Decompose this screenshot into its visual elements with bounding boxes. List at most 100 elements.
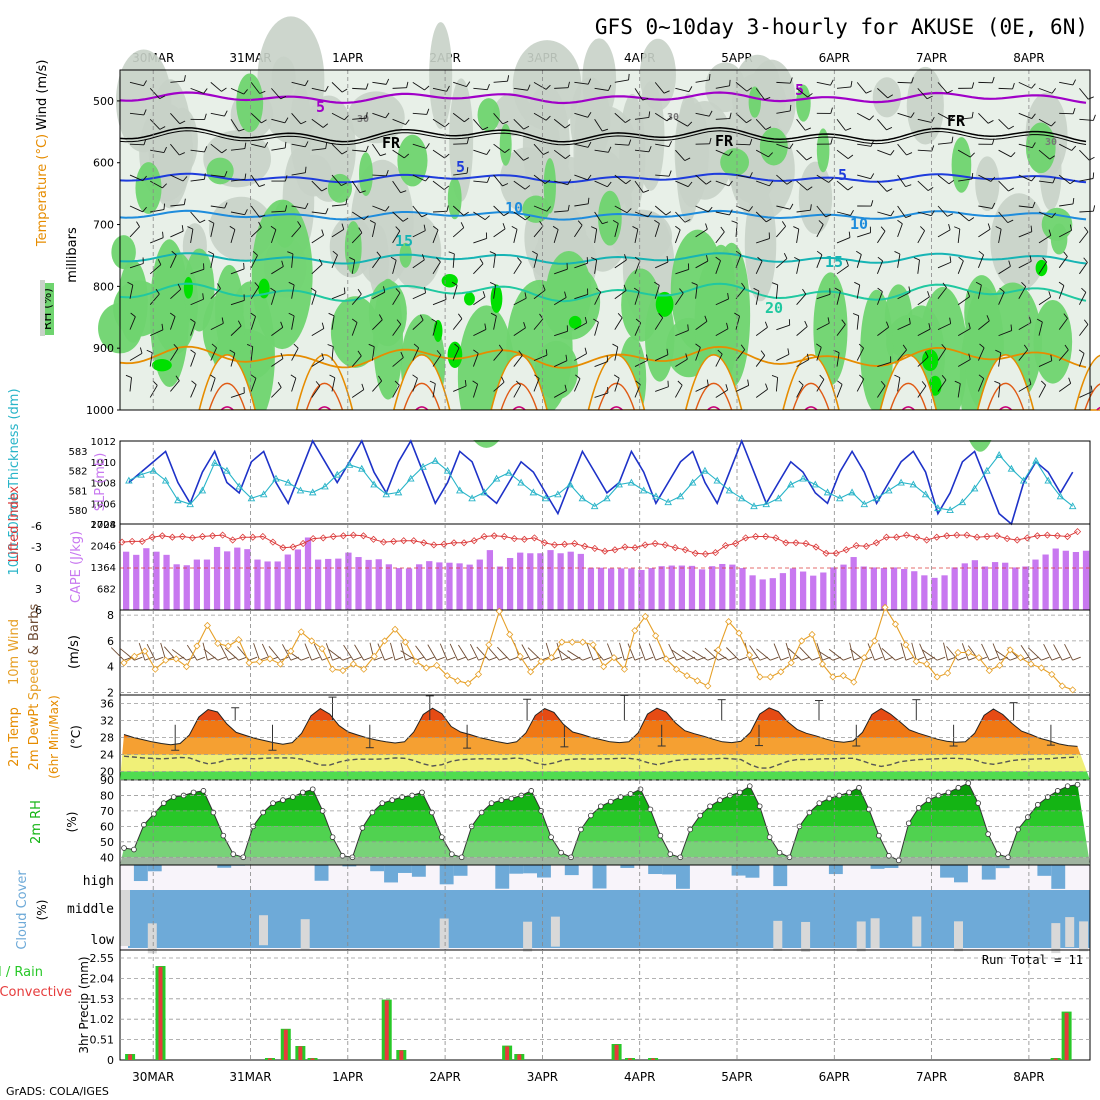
rh2m-point: [776, 849, 783, 856]
upper-wind-barb: [776, 353, 790, 361]
cape-bar: [830, 567, 837, 610]
cape-bar: [901, 569, 908, 610]
upper-wind-barb: [594, 119, 603, 132]
upper-wind-barb: [991, 138, 995, 145]
upper-wind-barb: [372, 174, 387, 177]
cape-bar: [608, 568, 615, 610]
rh2m-point: [876, 832, 882, 839]
low-cloud-gap: [300, 919, 310, 950]
contour-label: FR: [382, 134, 401, 152]
surface-wind-barb: [895, 656, 904, 661]
rh-contour-fill: [748, 86, 761, 118]
surface-wind-barb: [645, 656, 654, 661]
upper-wind-barb: [392, 324, 402, 336]
upper-wind-barb: [565, 354, 568, 361]
thickness-point: [688, 478, 697, 486]
cape-bar: [183, 565, 190, 610]
upper-wind-barb: [1038, 261, 1047, 275]
precip-total-legend: Total / Rain: [0, 965, 43, 980]
upper-wind-barb: [1038, 149, 1051, 160]
upper-wind-barb: [897, 205, 906, 218]
thickness-point: [480, 488, 489, 496]
lifted-index-point: [188, 534, 197, 542]
thickness-point: [1007, 464, 1016, 472]
upper-wind-barb: [798, 380, 804, 386]
upper-wind-barb: [573, 378, 581, 392]
thickness-point: [1032, 456, 1040, 464]
wind-speed-point: [881, 603, 889, 611]
cape-bar: [648, 568, 655, 610]
upper-wind-barb: [594, 87, 609, 91]
upper-wind-barb: [729, 79, 731, 86]
upper-wind-barb: [995, 349, 1002, 354]
upper-wind-barb: [129, 174, 144, 182]
cape-bar: [1062, 550, 1069, 610]
upper-wind-barb: [311, 291, 317, 305]
upper-wind-barb: [818, 220, 824, 225]
upper-wind-barb: [1052, 177, 1056, 184]
upper-wind-barb: [129, 81, 144, 87]
surface-wind-barb: [905, 656, 915, 661]
upper-wind-barb: [675, 180, 689, 188]
upper-wind-barb: [533, 205, 548, 212]
cape-bar: [416, 564, 423, 610]
upper-wind-barb: [634, 116, 649, 120]
upper-wind-barb: [179, 152, 185, 156]
upper-wind-barb: [1079, 149, 1090, 161]
upper-wind-barb: [372, 205, 386, 212]
upper-wind-barb: [351, 318, 358, 323]
upper-wind-barb: [1048, 291, 1052, 298]
upper-wind-barb: [250, 226, 262, 238]
panel-frame: [119, 440, 1091, 525]
upper-wind-barb: [311, 180, 323, 192]
wind-speed-point: [443, 672, 451, 680]
upper-wind-barb: [564, 291, 567, 298]
upper-wind-barb: [648, 111, 651, 118]
lifted-index-point: [752, 532, 760, 541]
upper-wind-barb: [250, 346, 254, 361]
thickness-point: [554, 490, 562, 498]
temp-band: [120, 707, 1090, 721]
upper-wind-barb: [452, 285, 458, 299]
upper-wind-barb: [371, 346, 375, 361]
upper-wind-barb: [1058, 256, 1068, 269]
wind-speed-point: [631, 627, 639, 635]
upper-wind-barb: [1018, 349, 1029, 361]
rh2m-point: [548, 834, 554, 840]
upper-wind-barb: [705, 223, 708, 230]
rh-legend-key: [40, 280, 45, 336]
lifted-index-point: [762, 532, 770, 541]
wind-speed-point: [944, 669, 952, 677]
upper-wind-barb: [482, 291, 486, 298]
lifted-index-point: [832, 549, 840, 557]
upper-wind-barb: [987, 223, 991, 230]
cape-bar: [850, 557, 857, 610]
upper-wind-barb: [271, 358, 284, 367]
lifted-index-point: [1033, 532, 1041, 540]
upper-wind-barb: [331, 315, 335, 330]
upper-wind-barb: [1072, 197, 1075, 205]
upper-wind-barb: [146, 349, 153, 354]
upper-wind-barb: [554, 210, 569, 213]
wind-speed-point: [933, 673, 941, 681]
upper-wind-barb: [130, 312, 136, 318]
rh-band: [120, 795, 1090, 811]
upper-wind-barb: [493, 143, 506, 154]
upper-wind-barb: [542, 284, 546, 291]
upper-wind-barb: [729, 209, 733, 216]
rh-contour-fill: [1050, 223, 1068, 255]
convective-precip-bar: [283, 1029, 288, 1060]
cape-bar: [799, 571, 807, 610]
upper-wind-barb: [129, 352, 143, 361]
upper-wind-barb: [614, 317, 623, 330]
upper-wind-barb: [1063, 313, 1068, 319]
upper-wind-barb: [856, 254, 862, 268]
wind-speed-point: [412, 657, 420, 666]
upper-wind-barb: [628, 73, 630, 80]
upper-wind-barb: [765, 218, 772, 223]
upper-wind-barb: [755, 290, 760, 305]
upper-wind-barb: [171, 250, 177, 256]
upper-wind-barb: [614, 346, 619, 361]
upper-wind-barb: [695, 228, 708, 238]
upper-wind-barb: [675, 149, 686, 161]
